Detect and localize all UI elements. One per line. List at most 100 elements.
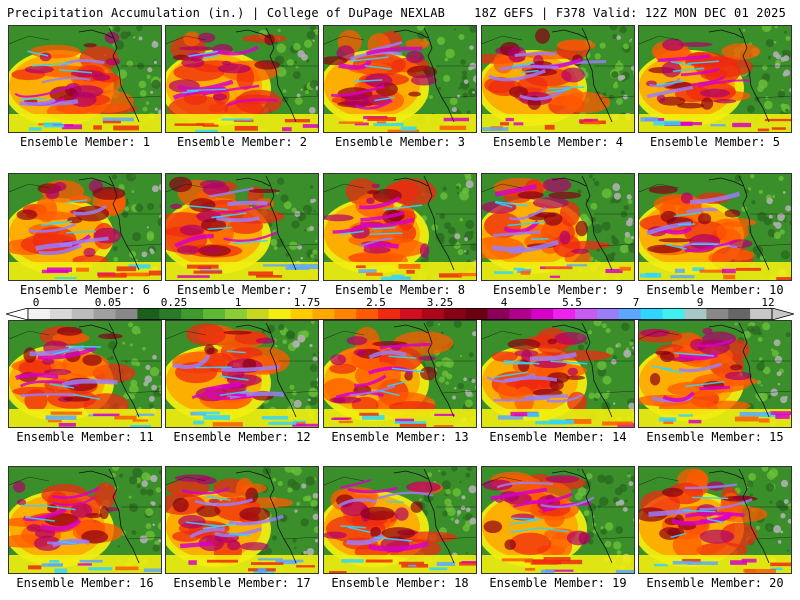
ensemble-map-panel (165, 173, 319, 281)
precip-map (482, 321, 634, 427)
ensemble-member-label: Ensemble Member: 11 (16, 430, 154, 444)
ensemble-member-label: Ensemble Member: 9 (492, 283, 624, 297)
colorbar-swatch (640, 308, 664, 320)
colorbar-swatch (400, 308, 423, 320)
ensemble-map-panel (481, 25, 635, 133)
colorbar-swatch (268, 308, 292, 320)
precip-map (166, 26, 318, 132)
colorbar-tick-label: 1.75 (293, 296, 321, 309)
colorbar-swatch (443, 308, 467, 320)
colorbar-swatch (356, 308, 379, 320)
colorbar-tick-label: 1 (234, 296, 242, 309)
colorbar-swatch (290, 308, 313, 320)
colorbar-swatch (728, 308, 751, 320)
colorbar-swatch (246, 308, 270, 320)
precip-map (9, 467, 161, 573)
precip-map (9, 174, 161, 280)
colorbar-swatch (662, 308, 685, 320)
ensemble-map-panel (8, 173, 162, 281)
colorbar-min-arrow (6, 308, 29, 320)
colorbar-swatch (421, 308, 445, 320)
colorbar-tick-label: 7 (632, 296, 640, 309)
ensemble-member-label: Ensemble Member: 5 (649, 135, 781, 149)
ensemble-member-label: Ensemble Member: 3 (334, 135, 466, 149)
colorbar-tick-label: 2.5 (366, 296, 386, 309)
model-run-info: 18Z GEFS | F378 Valid: 12Z MON DEC 01 20… (474, 6, 786, 20)
ensemble-member-label: Ensemble Member: 19 (489, 576, 627, 590)
colorbar-swatch (575, 308, 598, 320)
precip-map (639, 321, 791, 427)
precip-map (482, 26, 634, 132)
precip-map (639, 174, 791, 280)
ensemble-map-panel (638, 25, 792, 133)
precip-map (639, 26, 791, 132)
colorbar-tick-label: 0 (32, 296, 40, 309)
colorbar-swatch (203, 308, 226, 320)
colorbar-scale (6, 308, 794, 320)
precip-map (324, 26, 476, 132)
ensemble-member-label: Ensemble Member: 18 (331, 576, 469, 590)
ensemble-member-label: Ensemble Member: 13 (331, 430, 469, 444)
colorbar-swatch (334, 308, 357, 320)
ensemble-member-label: Ensemble Member: 12 (173, 430, 311, 444)
colorbar-tick-label: 9 (696, 296, 704, 309)
colorbar-swatch (596, 308, 620, 320)
colorbar-swatch (750, 308, 773, 320)
precip-map (9, 321, 161, 427)
colorbar-swatch (465, 308, 489, 320)
precip-map (639, 467, 791, 573)
colorbar: 0 0.05 0.25 1 1.75 2.5 3.25 4 5.5 7 9 12 (6, 296, 794, 322)
colorbar-tick-label: 12 (761, 296, 775, 309)
ensemble-map-panel (323, 466, 477, 574)
ensemble-map-panel (8, 25, 162, 133)
precip-map (166, 174, 318, 280)
ensemble-map-panel (8, 320, 162, 428)
colorbar-swatch (553, 308, 576, 320)
colorbar-swatch (531, 308, 554, 320)
ensemble-member-label: Ensemble Member: 20 (646, 576, 784, 590)
page-title: Precipitation Accumulation (in.) | Colle… (7, 6, 446, 20)
ensemble-member-label: Ensemble Member: 10 (646, 283, 784, 297)
colorbar-swatch (224, 308, 248, 320)
colorbar-swatch (312, 308, 335, 320)
colorbar-swatch (509, 308, 532, 320)
colorbar-swatch (115, 308, 138, 320)
ensemble-member-label: Ensemble Member: 1 (19, 135, 151, 149)
ensemble-map-panel (323, 173, 477, 281)
ensemble-member-label: Ensemble Member: 17 (173, 576, 311, 590)
ensemble-member-label: Ensemble Member: 8 (334, 283, 466, 297)
ensemble-map-panel (165, 466, 319, 574)
colorbar-swatch (71, 308, 95, 320)
colorbar-swatch (49, 308, 73, 320)
ensemble-member-label: Ensemble Member: 16 (16, 576, 154, 590)
ensemble-map-panel (165, 25, 319, 133)
ensemble-map-panel (481, 466, 635, 574)
precip-map (324, 467, 476, 573)
precip-map (9, 26, 161, 132)
colorbar-swatch (684, 308, 707, 320)
ensemble-member-label: Ensemble Member: 4 (492, 135, 624, 149)
ensemble-map-panel (323, 25, 477, 133)
colorbar-swatch (487, 308, 510, 320)
ensemble-map-panel (323, 320, 477, 428)
ensemble-member-label: Ensemble Member: 14 (489, 430, 627, 444)
ensemble-member-label: Ensemble Member: 15 (646, 430, 784, 444)
precip-map (166, 321, 318, 427)
precip-map (482, 467, 634, 573)
ensemble-member-label: Ensemble Member: 2 (176, 135, 308, 149)
colorbar-swatch (618, 308, 642, 320)
colorbar-swatch (28, 308, 51, 320)
ensemble-member-label: Ensemble Member: 6 (19, 283, 151, 297)
colorbar-labels: 0 0.05 0.25 1 1.75 2.5 3.25 4 5.5 7 9 12 (6, 296, 794, 309)
ensemble-map-panel (638, 466, 792, 574)
colorbar-tick-label: 5.5 (562, 296, 582, 309)
precip-map (324, 321, 476, 427)
colorbar-swatch (706, 308, 729, 320)
ensemble-map-panel (638, 320, 792, 428)
precip-map (166, 467, 318, 573)
ensemble-map-panel (8, 466, 162, 574)
ensemble-map-panel (638, 173, 792, 281)
ensemble-map-panel (481, 320, 635, 428)
colorbar-swatch (159, 308, 182, 320)
ensemble-member-label: Ensemble Member: 7 (176, 283, 308, 297)
